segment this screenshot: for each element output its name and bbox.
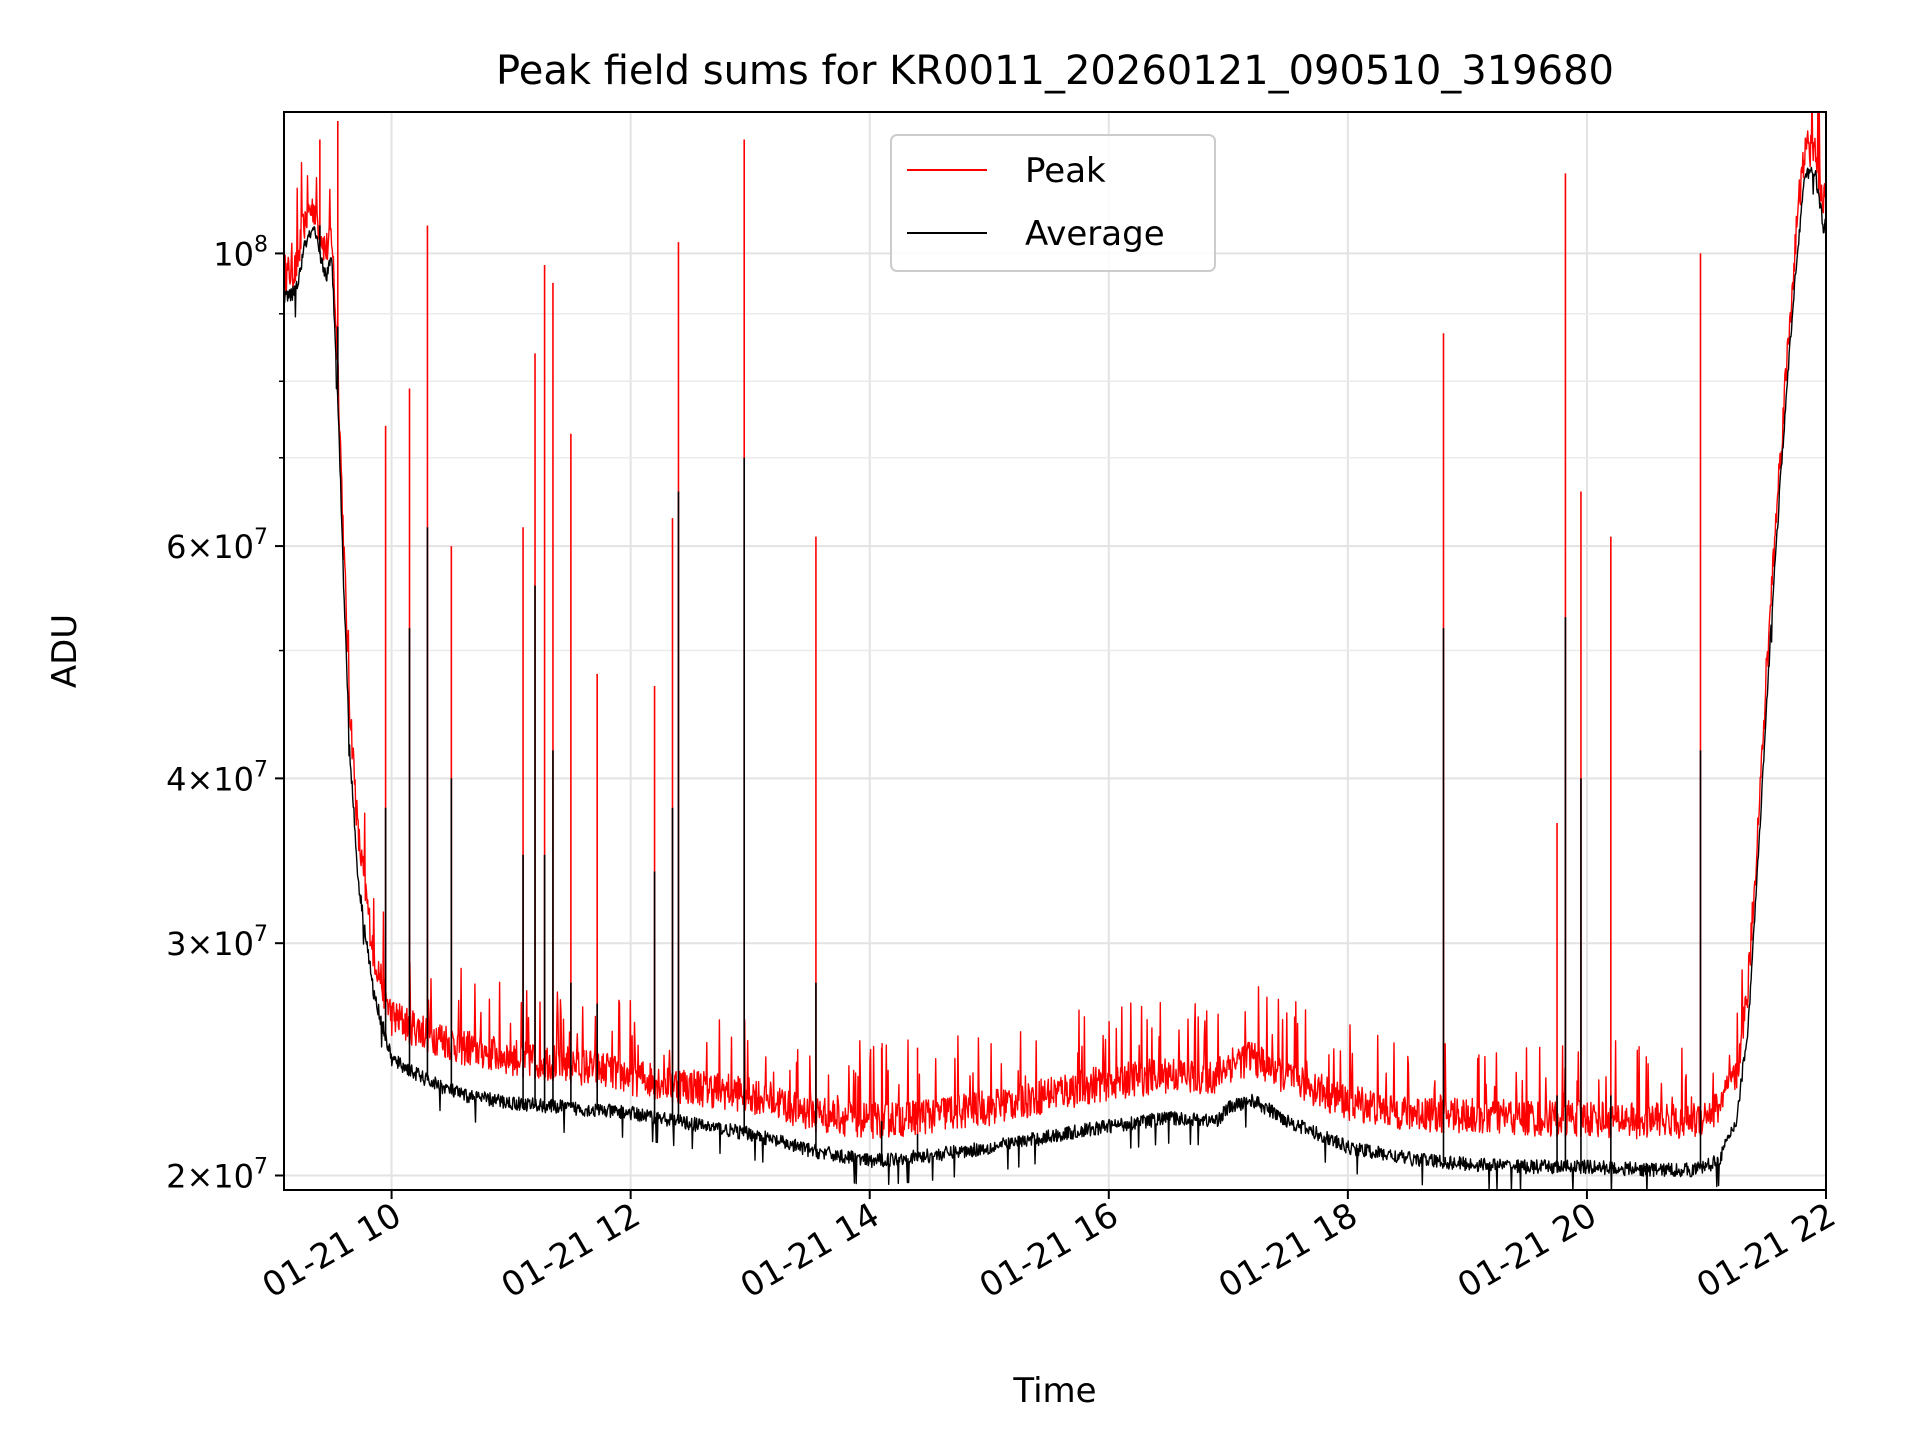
y-tick-label: 6×107 — [166, 525, 268, 566]
series-line-average — [284, 166, 1826, 1190]
y-tick-label: 3×107 — [166, 922, 268, 963]
y-axis-label: ADU — [45, 614, 85, 688]
y-tick-label: 108 — [213, 232, 268, 273]
grid — [284, 112, 1827, 1190]
x-axis-label: Time — [1012, 1371, 1096, 1411]
y-tick-label: 4×107 — [166, 757, 268, 798]
chart-title: Peak field sums for KR0011_20260121_0905… — [496, 48, 1614, 94]
legend-label-peak: Peak — [1025, 151, 1106, 191]
legend-label-average: Average — [1025, 214, 1165, 254]
plot-series-area — [284, 112, 1826, 1190]
y-tick-label: 2×107 — [166, 1154, 268, 1195]
legend: Peak Average — [890, 134, 1216, 272]
